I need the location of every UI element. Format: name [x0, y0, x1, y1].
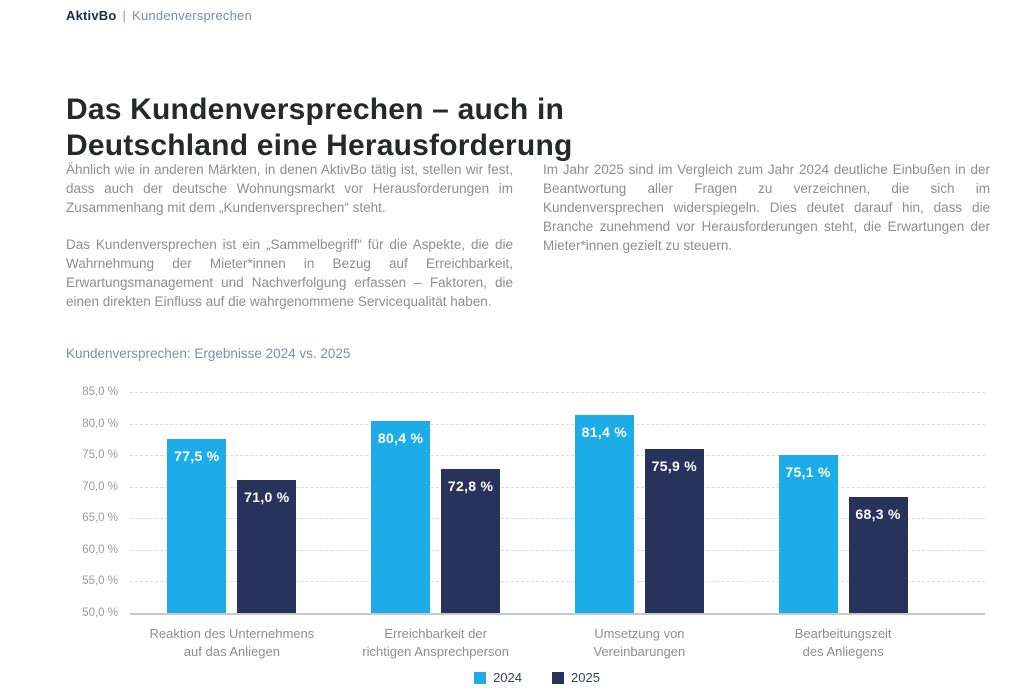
bar-value-label: 75,1 % — [785, 463, 831, 480]
brand-logo: AktivBo — [66, 8, 117, 23]
y-axis-tick-label: 65,0 % — [82, 512, 118, 525]
bar-chart: 85,0 % 80,0 % 75,0 % 70,0 % 65,0 % 60,0 % 55,0… — [82, 386, 985, 659]
bar-value-label: 72,8 % — [447, 478, 494, 495]
legend-item: 2024 — [474, 670, 522, 685]
grid-line — [130, 423, 985, 425]
grid-line — [130, 392, 985, 393]
legend-swatch-2024 — [474, 671, 487, 684]
y-axis-tick-label: 70,0 % — [82, 480, 118, 493]
bar-value-label: 75,9 % — [651, 458, 698, 475]
page-header: AktivBo | Kundenversprechen — [66, 8, 252, 23]
grid-line — [130, 549, 985, 551]
chart-title: Kundenversprechen: Ergebnisse 2024 vs. 2… — [66, 346, 351, 361]
chart-legend: 2024 2025 — [25, 670, 1024, 685]
legend-item: 2025 — [552, 670, 600, 685]
page-title-line2: Deutschland eine Herausforderung — [66, 129, 573, 163]
bar-2024: 77,5 % — [167, 439, 227, 613]
bar-pair: 80,4 % 72,8 % — [334, 392, 538, 613]
intro-paragraph: Ähnlich wie in anderen Märkten, in denen… — [66, 162, 513, 215]
y-axis-tick-label: 55,0 % — [82, 575, 118, 588]
bar-pair: 75,1 % 68,3 % — [741, 392, 945, 613]
category-label: Erreichbarkeit der richtigen Ansprechper… — [362, 626, 509, 659]
y-axis-tick-label: 50,0 % — [82, 607, 118, 619]
bar-group: 81,4 % 75,9 % Umsetzung von Vereinbarungen — [538, 392, 742, 659]
header-section-label: Kundenversprechen — [132, 8, 252, 23]
legend-label: 2024 — [493, 670, 522, 685]
bar-groups: 77,5 % 71,0 % Reaktion des Unternehmens au… — [130, 392, 945, 659]
grid-line — [130, 518, 985, 520]
grid-line — [130, 455, 985, 457]
grid-line — [130, 581, 985, 583]
legend-label: 2025 — [571, 670, 600, 685]
bar-2025: 68,3 % — [848, 497, 908, 613]
bar-group: 77,5 % 71,0 % Reaktion des Unternehmens au… — [130, 392, 334, 659]
bar-2024: 75,1 % — [778, 454, 838, 613]
intro-left-column: Ähnlich wie in anderen Märkten, in denen… — [66, 160, 513, 329]
bar-2025: 75,9 % — [644, 449, 704, 613]
bar-group: 75,1 % 68,3 % Bearbeitungszeit des Anliege… — [741, 392, 945, 659]
grid-line — [130, 486, 985, 488]
bar-pair: 77,5 % 71,0 % — [130, 392, 334, 613]
page-title-line1: Das Kundenversprechen – auch in — [66, 93, 565, 127]
grid-line — [130, 613, 985, 615]
intro-right-column: Im Jahr 2025 sind im Vergleich zum Jahr … — [543, 160, 990, 273]
y-axis-tick-label: 75,0 % — [82, 449, 118, 462]
bar-value-label: 81,4 % — [581, 423, 628, 440]
bar-value-label: 77,5 % — [174, 448, 220, 465]
y-axis-tick-label: 85,0 % — [82, 386, 118, 398]
y-axis-tick-label: 80,0 % — [82, 417, 118, 430]
category-label: Umsetzung von Vereinbarungen — [593, 626, 686, 659]
bar-2025: 72,8 % — [441, 469, 501, 613]
legend-swatch-2025 — [552, 671, 564, 684]
y-axis-tick-label: 60,0 % — [82, 543, 118, 556]
bar-2024: 80,4 % — [371, 421, 431, 613]
header-separator: | — [122, 8, 127, 23]
intro-paragraph: Im Jahr 2025 sind im Vergleich zum Jahr … — [543, 162, 990, 253]
bar-2024: 81,4 % — [574, 414, 634, 613]
intro-paragraph: Das Kundenversprechen ist ein „Sammelbeg… — [66, 237, 513, 309]
bar-value-label: 68,3 % — [855, 506, 901, 523]
bar-pair: 81,4 % 75,9 % — [538, 392, 742, 613]
bar-value-label: 80,4 % — [377, 430, 424, 447]
category-label: Reaktion des Unternehmens auf das Anlieg… — [149, 626, 315, 659]
bar-value-label: 71,0 % — [244, 489, 290, 506]
bar-group: 80,4 % 72,8 % Erreichbarkeit der richtigen… — [334, 392, 538, 659]
bar-2025: 71,0 % — [237, 480, 297, 613]
category-label: Bearbeitungszeit des Anliegens — [794, 626, 892, 659]
page-title: Das Kundenversprechen – auch in Deutschl… — [66, 92, 626, 164]
